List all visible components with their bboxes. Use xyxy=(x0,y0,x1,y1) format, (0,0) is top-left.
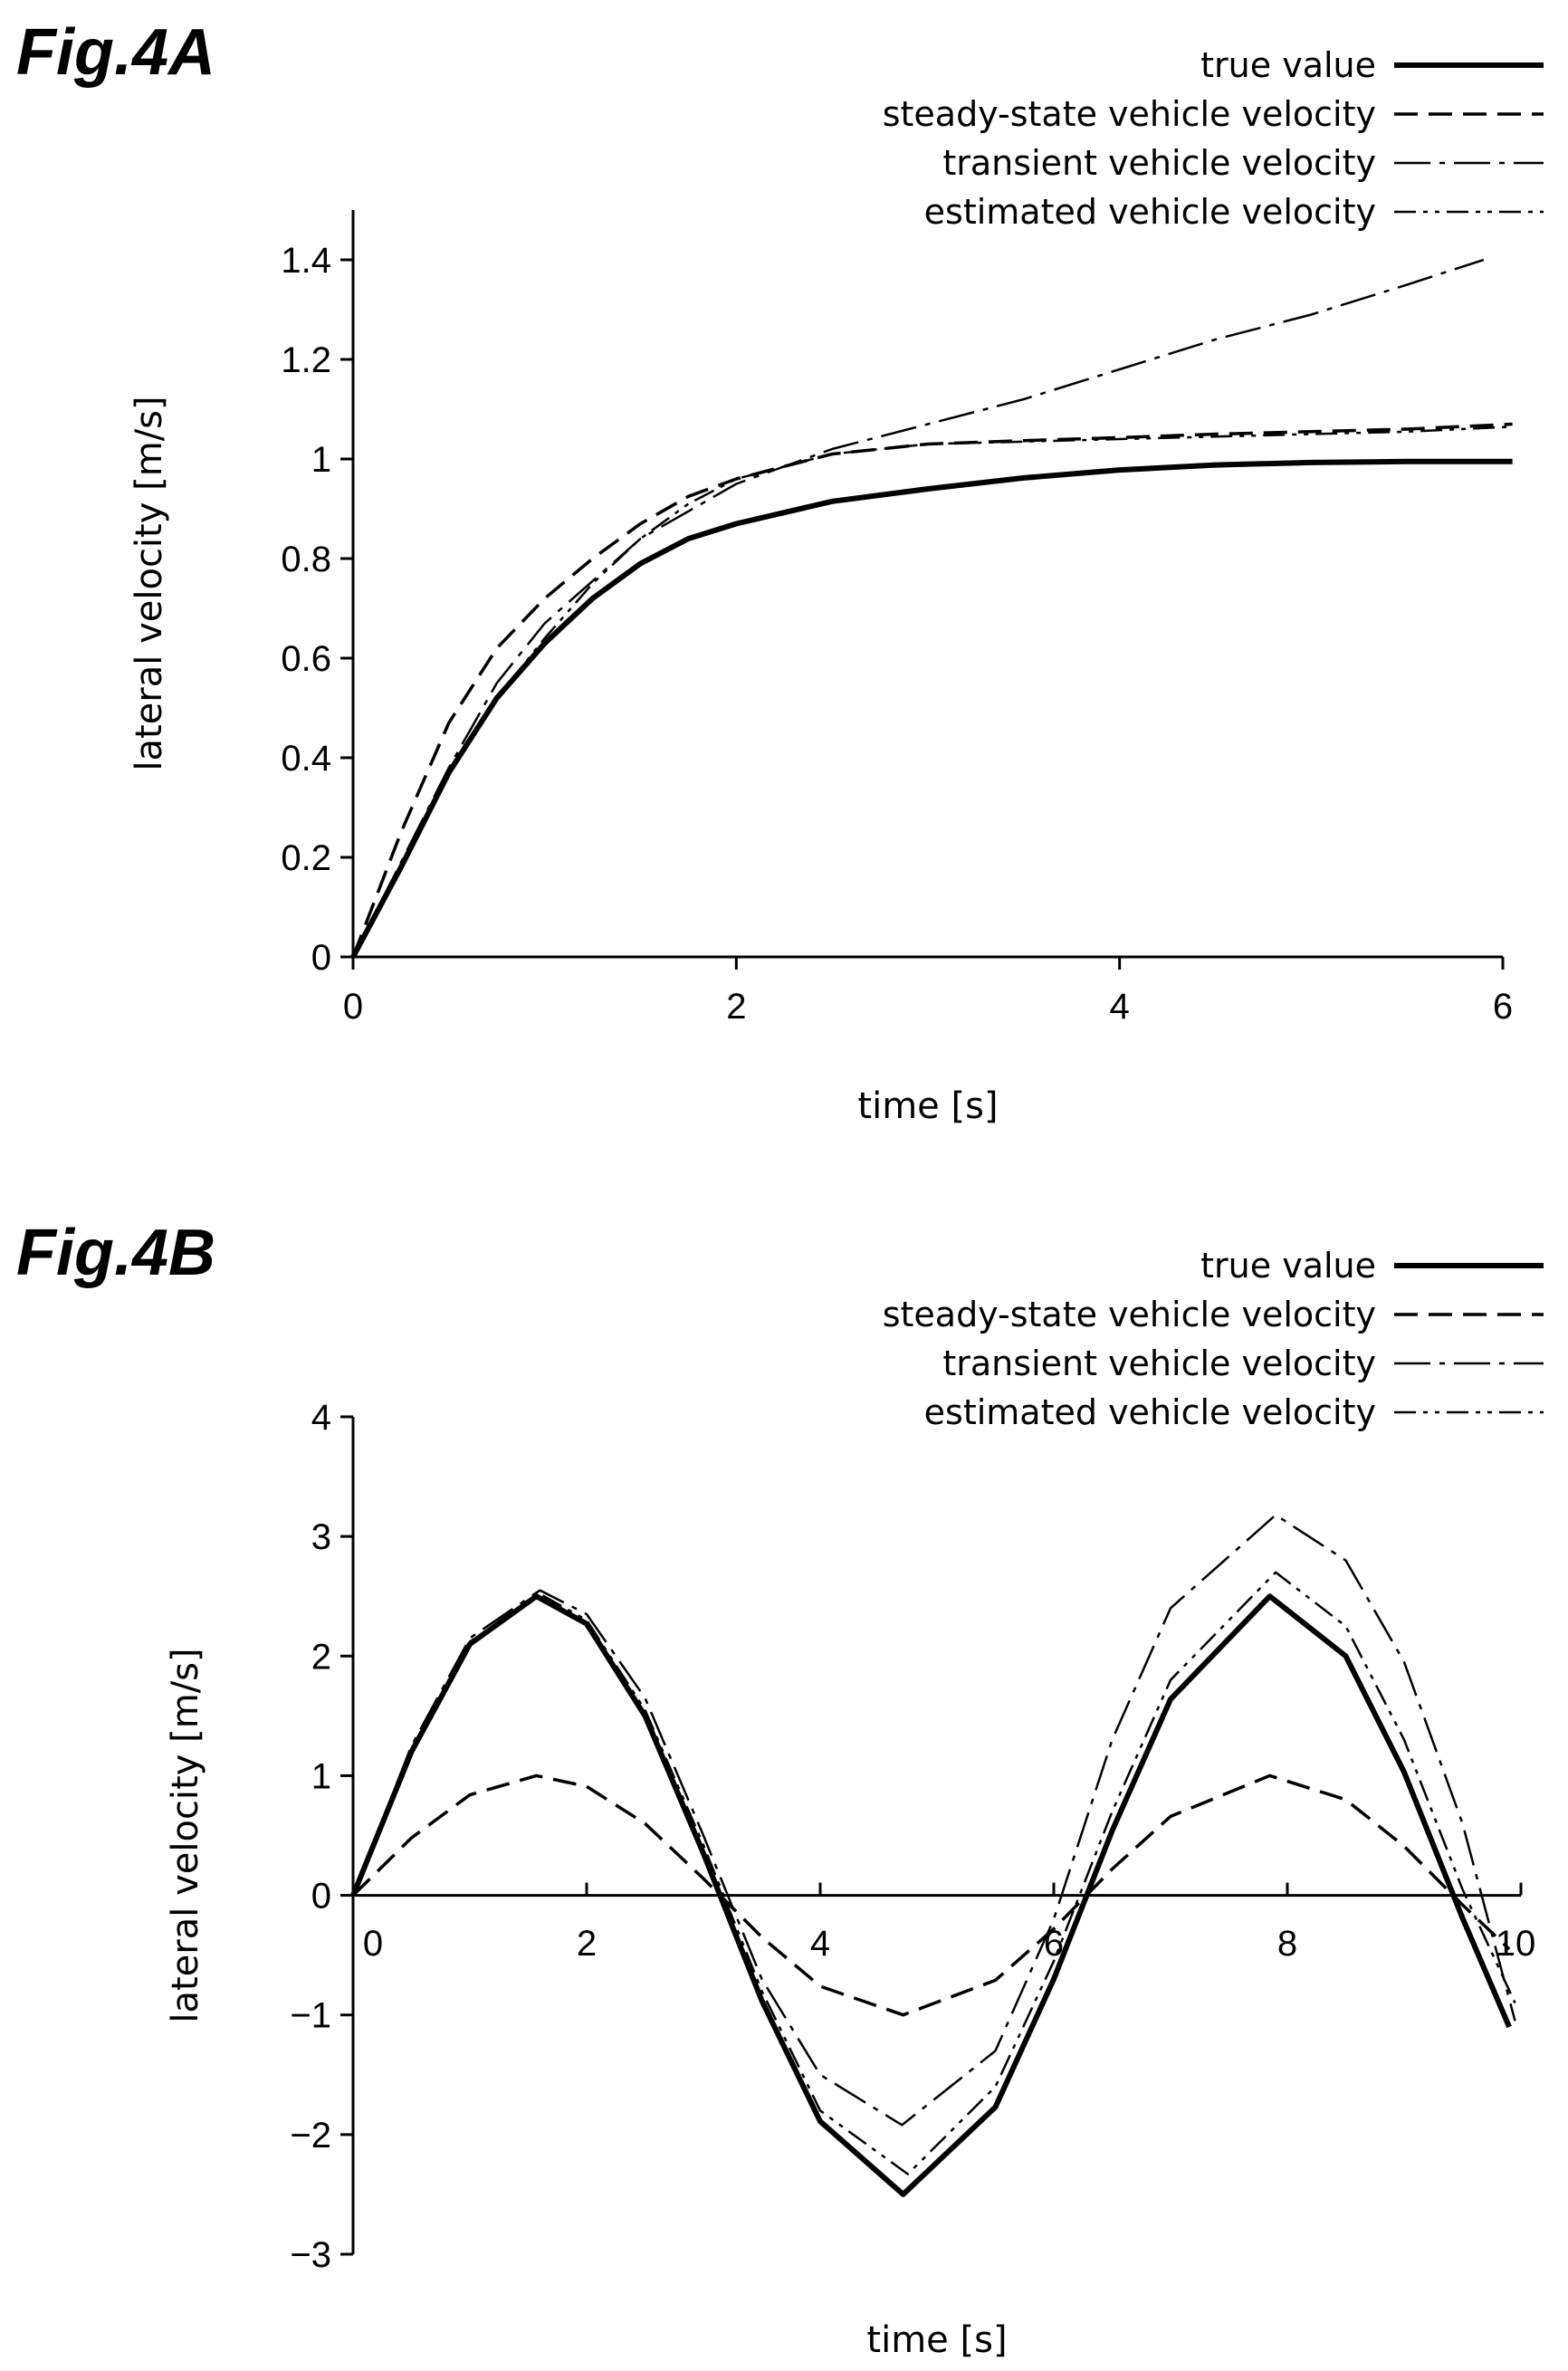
y-axis-label-4a: lateral velocity [m/s] xyxy=(129,396,170,770)
series-line-true-value xyxy=(350,458,1513,959)
x-axis-label-4a: time [s] xyxy=(857,1085,998,1127)
figure-title-4a: Fig.4A xyxy=(16,16,215,89)
series-line-transient-vehicle-velocity xyxy=(351,258,1485,958)
y-tick-label: 0.4 xyxy=(281,739,331,779)
series-line-steady-state-vehicle-velocity xyxy=(351,1773,1511,2017)
legend-label-transient-vehicle-velocity: transient vehicle velocity xyxy=(942,143,1376,183)
panel-fig-4a: Fig.4A true value steady-state vehicle ve… xyxy=(16,16,1544,1127)
y-tick-label: 2 xyxy=(311,1637,331,1677)
y-tick-label: 0.8 xyxy=(281,540,331,579)
x-tick-label: 4 xyxy=(810,1924,830,1964)
y-tick-label: 0.6 xyxy=(281,639,331,679)
x-tick-label: 4 xyxy=(1110,987,1130,1027)
legend-label-estimated-vehicle-velocity: estimated vehicle velocity xyxy=(924,192,1376,232)
legend-label-true-value: true value xyxy=(1200,45,1376,85)
legend-label-estimated-vehicle-velocity: estimated vehicle velocity xyxy=(924,1392,1376,1432)
axes-4a: 0 0.2 0.4 0.6 0.8 1 1.2 1.4 0 2 4 6 xyxy=(281,210,1513,1027)
y-tick-label: 4 xyxy=(311,1398,331,1438)
x-tick-label: 2 xyxy=(726,987,746,1027)
x-tick-label: 8 xyxy=(1277,1924,1297,1964)
legend-label-steady-state-vehicle-velocity: steady-state vehicle velocity xyxy=(883,1295,1376,1334)
figure-title-4b: Fig.4B xyxy=(16,1217,215,1289)
legend-4b: true value steady-state vehicle velocity t… xyxy=(883,1246,1544,1432)
x-tick-label: 2 xyxy=(577,1924,597,1964)
series-group-4a xyxy=(350,258,1513,959)
series-line-steady-state-vehicle-velocity xyxy=(351,422,1513,958)
series-line-estimated-vehicle-velocity xyxy=(351,425,1513,958)
y-tick-label: 0.2 xyxy=(281,838,331,878)
x-tick-label: 0 xyxy=(343,987,363,1027)
legend-label-true-value: true value xyxy=(1200,1246,1376,1286)
legend-4a: true value steady-state vehicle velocity t… xyxy=(883,45,1544,232)
x-axis-label-4b: time [s] xyxy=(866,2319,1007,2361)
y-tick-label: 3 xyxy=(311,1517,331,1557)
y-tick-label: 1.4 xyxy=(281,241,331,281)
panel-fig-4b: Fig.4B true value steady-state vehicle ve… xyxy=(16,1217,1544,2361)
y-tick-label: −2 xyxy=(290,2116,331,2156)
x-tick-label: 0 xyxy=(363,1924,383,1964)
y-axis-label-4b: lateral velocity [m/s] xyxy=(165,1648,206,2022)
x-tick-label: 6 xyxy=(1493,987,1513,1027)
legend-label-steady-state-vehicle-velocity: steady-state vehicle velocity xyxy=(883,94,1376,134)
y-tick-label: 0 xyxy=(311,1877,331,1917)
y-tick-label: −3 xyxy=(290,2235,331,2275)
y-tick-label: 1 xyxy=(311,1756,331,1796)
series-line-estimated-vehicle-velocity xyxy=(351,1571,1516,2175)
x-tick-label: 10 xyxy=(1496,1924,1536,1964)
series-group-4b xyxy=(350,1514,1516,2197)
y-tick-label: 1.2 xyxy=(281,340,331,380)
y-tick-label: −1 xyxy=(290,1996,331,2036)
series-line-transient-vehicle-velocity xyxy=(351,1514,1516,2127)
y-tick-label: 1 xyxy=(311,440,331,480)
y-tick-label: 0 xyxy=(311,938,331,978)
legend-label-transient-vehicle-velocity: transient vehicle velocity xyxy=(942,1343,1376,1383)
